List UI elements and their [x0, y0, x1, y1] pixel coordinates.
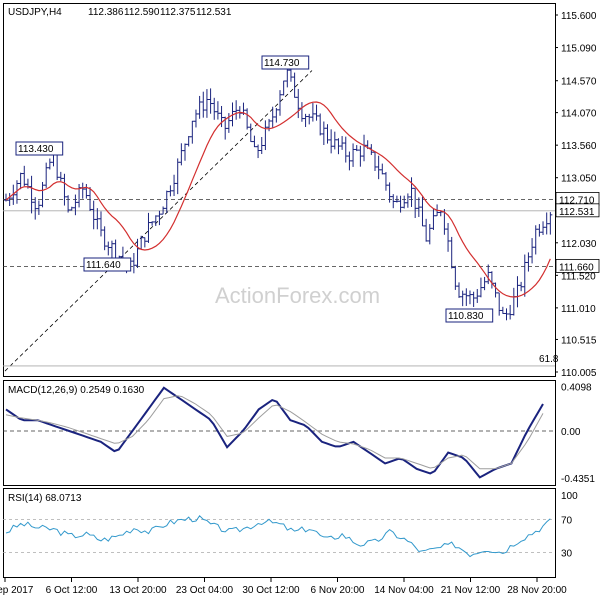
x-tick-label: 6 Oct 12:00 [46, 585, 98, 596]
hline-label: 111.660 [559, 262, 594, 273]
x-tick-label: 14 Nov 04:00 [374, 585, 434, 596]
price-annotation: 113.430 [18, 144, 54, 155]
annotation-box [83, 257, 132, 272]
moving-average-line [5, 101, 551, 298]
hline-label-box [555, 203, 600, 218]
annotation-box [445, 308, 494, 323]
y-tick-label: 111.520 [561, 271, 596, 282]
macd-tick-label: 0.4098 [561, 383, 592, 394]
macd-layer [3, 386, 555, 479]
header-open: 112.386 [88, 7, 124, 18]
x-tick-label: 21 Nov 12:00 [441, 585, 501, 596]
hline-label-box [555, 258, 600, 273]
watermark: ActionForex.com [215, 283, 380, 308]
hline-label: 112.710 [559, 195, 595, 206]
header-low: 112.375 [160, 7, 196, 18]
macd-tick-label: -0.4351 [561, 474, 595, 485]
macd-line [5, 386, 544, 479]
hline-label: 112.531 [559, 207, 595, 218]
header-close: 112.531 [196, 7, 232, 18]
y-tick-label: 110.515 [561, 335, 597, 346]
fib-label: 61.8 [539, 354, 559, 365]
rsi-panel [3, 488, 556, 578]
price-annotation: 114.730 [264, 58, 300, 69]
x-tick-label: 29 Sep 2017 [0, 585, 34, 596]
annotation-box [261, 55, 310, 70]
y-tick-label: 115.090 [561, 44, 597, 55]
rsi-line [5, 515, 551, 558]
x-tick-label: 28 Nov 20:00 [507, 585, 567, 596]
x-tick-label: 6 Nov 20:00 [311, 585, 365, 596]
macd-title: MACD(12,26,9) 0.2549 0.1630 [8, 385, 145, 396]
ohlc-bar [548, 212, 553, 235]
y-tick-label: 115.600 [561, 11, 597, 22]
macd-panel [3, 380, 556, 486]
price-annotation: 110.830 [448, 311, 484, 322]
rsi-tick-label: 30 [561, 548, 573, 559]
header-symbol: USDJPY,H4 [8, 7, 62, 18]
y-tick-label: 113.560 [561, 141, 597, 152]
rsi-tick-label: 100 [561, 491, 578, 502]
rsi-title: RSI(14) 68.0713 [8, 493, 82, 504]
y-tick-label: 112.030 [561, 239, 597, 250]
y-tick-label: 114.070 [561, 109, 597, 120]
x-tick-label: 30 Oct 12:00 [242, 585, 300, 596]
axis-layer: 115.600 115.090 114.570 114.070 113.560 113.0… [0, 11, 600, 596]
price-annotation: 111.640 [86, 260, 121, 271]
signal-line [5, 395, 544, 470]
price-layer: 113.430 111.640 114.730 110.830 61.8 [3, 55, 559, 372]
annotation-box [15, 141, 64, 156]
y-tick-label: 113.050 [561, 174, 597, 185]
header-high: 112.590 [124, 7, 160, 18]
rsi-tick-label: 70 [561, 516, 573, 527]
y-tick-label: 111.010 [561, 304, 596, 315]
trendline [4, 70, 313, 372]
macd-tick-label: 0.00 [561, 427, 581, 438]
y-tick-label: 110.005 [561, 368, 597, 379]
rsi-layer [3, 515, 555, 558]
x-tick-label: 13 Oct 20:00 [109, 585, 167, 596]
x-tick-label: 23 Oct 04:00 [176, 585, 234, 596]
y-tick-label: 114.570 [561, 77, 597, 88]
